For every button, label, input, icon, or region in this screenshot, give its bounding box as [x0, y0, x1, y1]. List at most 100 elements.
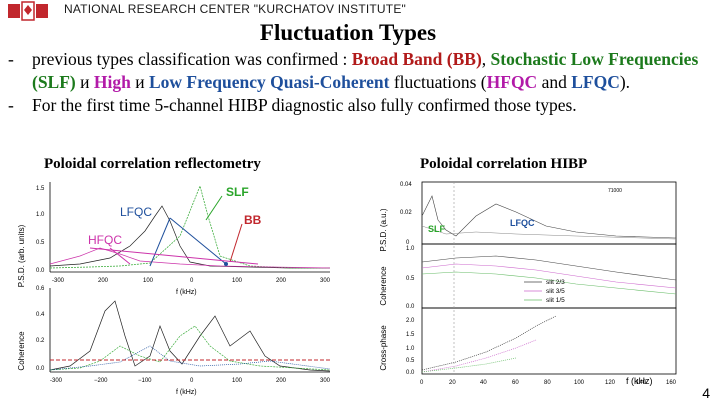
- bottom-ylabel: Cross-phase: [379, 325, 388, 371]
- institute-logo-icon: [4, 0, 50, 22]
- bullet-text: For the first time 5-channel HIBP diagno…: [32, 95, 577, 115]
- bullet-text: и: [130, 72, 149, 92]
- term-lfqc: Low Frequency Quasi-Coherent: [148, 72, 390, 92]
- phase-trace-black: [421, 315, 557, 371]
- tick-label: 0.0: [36, 268, 45, 274]
- svg-text:Coherence: Coherence: [379, 266, 388, 306]
- tick-label: 0: [406, 240, 410, 246]
- slide-title: Fluctuation Types: [259, 20, 437, 45]
- coherence-trace-green: [49, 325, 331, 371]
- tick-label: 0.6: [36, 286, 45, 292]
- phase-trace-green: [421, 357, 517, 373]
- tick-label: 1.0: [406, 246, 415, 252]
- tick-label: -300: [52, 278, 65, 284]
- tick-label: 20: [449, 380, 456, 386]
- tick-label: 0.5: [406, 276, 415, 282]
- spectrum-trace-magenta: [49, 247, 331, 269]
- psd-trace-2: [421, 225, 677, 240]
- tick-label: −200: [94, 378, 108, 384]
- org-name: NATIONAL RESEARCH CENTER "KURCHATOV INST…: [64, 2, 406, 16]
- coherence-trace-black: [421, 255, 677, 281]
- legend-item: slit 1/5: [546, 297, 565, 304]
- tick-label: 0: [190, 278, 194, 284]
- spectrum-trace-green: [49, 184, 330, 269]
- tick-label: 1.5: [406, 332, 415, 338]
- tick-label: 2.0: [406, 318, 415, 324]
- tick-label: 100: [143, 278, 154, 284]
- hibp-figure: P.S.D. (a.u.) Coherence Cross-phase 0.04…: [379, 181, 677, 386]
- tick-label: 100: [232, 378, 243, 384]
- tick-label: 0.0: [406, 370, 415, 376]
- label-bb: BB: [244, 213, 262, 227]
- coherence-trace-green: [421, 271, 677, 295]
- svg-text:P.S.D. (a.u.): P.S.D. (a.u.): [379, 208, 388, 251]
- spectrum-trace-black: [49, 205, 330, 269]
- tick-label: 300: [320, 378, 331, 384]
- svg-text:P.S.D. (arb. units): P.S.D. (arb. units): [17, 224, 26, 287]
- tick-label: 0.4: [36, 312, 45, 318]
- top-ylabel: P.S.D. (a.u.): [379, 208, 388, 251]
- tick-label: 0.04: [400, 182, 412, 188]
- tick-label: 0.5: [36, 240, 45, 246]
- tick-label: 40: [480, 380, 487, 386]
- tick-label: 1.5: [36, 186, 45, 192]
- bottom-panel: 0.6 0.4 0.2 0.0 -300 −200 −100 0 100 200…: [36, 286, 331, 396]
- tick-label: 0: [420, 380, 424, 386]
- label-lfqc: LFQC: [120, 205, 152, 219]
- caption-left: Poloidal correlation reflectometry: [44, 156, 261, 172]
- arrow-bb: [229, 223, 243, 263]
- bullet-dash: -: [8, 95, 14, 115]
- header-bar: NATIONAL RESEARCH CENTER "KURCHATOV INST…: [0, 0, 720, 22]
- tick-label: 0.0: [36, 366, 45, 372]
- arrow-slf: [205, 195, 223, 221]
- mid-panel: 1.0 0.5 0.0 slit 2/3 slit 3/5 slit 1/5: [406, 243, 677, 310]
- label-lfqc: LFQC: [510, 218, 535, 228]
- marker-point: [224, 262, 228, 266]
- tick-label: 200: [98, 278, 109, 284]
- bullet-text: ,: [481, 49, 491, 69]
- tick-label: 0.5: [406, 358, 415, 364]
- tick-label: 300: [320, 278, 331, 284]
- tick-label: 120: [605, 380, 616, 386]
- tick-label: 0.0: [406, 304, 415, 310]
- x-axis-label: f (kHz): [626, 376, 653, 386]
- tick-label: 0.02: [400, 210, 412, 216]
- tick-label: 100: [232, 278, 243, 284]
- tick-label: 0.2: [36, 338, 45, 344]
- term-lfqc-2: LFQC: [571, 72, 620, 92]
- label-hfqc: HFQC: [88, 233, 122, 247]
- caption-right: Poloidal correlation HIBP: [420, 156, 588, 172]
- coherence-trace-magenta: [421, 263, 677, 289]
- tick-label: 80: [544, 380, 551, 386]
- bullet-dash: -: [8, 49, 14, 69]
- bullet-text: previous types classification was confir…: [32, 49, 352, 69]
- mid-ylabel: Coherence: [379, 266, 388, 306]
- arrow-lfqc-2: [149, 217, 171, 267]
- term-hfqc: HFQC: [486, 72, 538, 92]
- bullet-text: и: [75, 72, 94, 92]
- label-slf: SLF: [226, 185, 249, 199]
- tick-label: 1.0: [36, 212, 45, 218]
- bullet-list: - previous types classification was conf…: [8, 48, 713, 117]
- bullet-text: fluctuations (: [389, 72, 487, 92]
- tick-label: 0: [190, 378, 194, 384]
- legend-item: slit 2/3: [546, 279, 565, 286]
- coherence-trace-blue: [49, 345, 331, 371]
- term-bb: Broad Band (BB): [351, 49, 482, 69]
- bullet-text: ).: [619, 72, 631, 92]
- term-slf: Stochastic Low Frequencies (SLF): [32, 49, 699, 92]
- tick-label: -300: [50, 378, 63, 384]
- label-slf: SLF: [428, 224, 446, 234]
- top-ylabel: P.S.D. (arb. units): [17, 224, 26, 287]
- page-number: 4: [702, 385, 710, 401]
- psd-trace: [421, 195, 677, 239]
- arrow-hfqc-2: [109, 247, 131, 265]
- arrow-lfqc: [169, 217, 227, 265]
- tick-label: 140: [636, 380, 647, 386]
- bottom-panel: 2.0 1.5 1.0 0.5 0.0 0 20 40 60 80 100 12…: [406, 182, 677, 386]
- svg-text:Cross-phase: Cross-phase: [379, 325, 388, 371]
- term-high: High: [93, 72, 131, 92]
- tick-label: 1.0: [406, 346, 415, 352]
- legend-item: slit 3/5: [546, 288, 565, 295]
- tick-label: −100: [138, 378, 152, 384]
